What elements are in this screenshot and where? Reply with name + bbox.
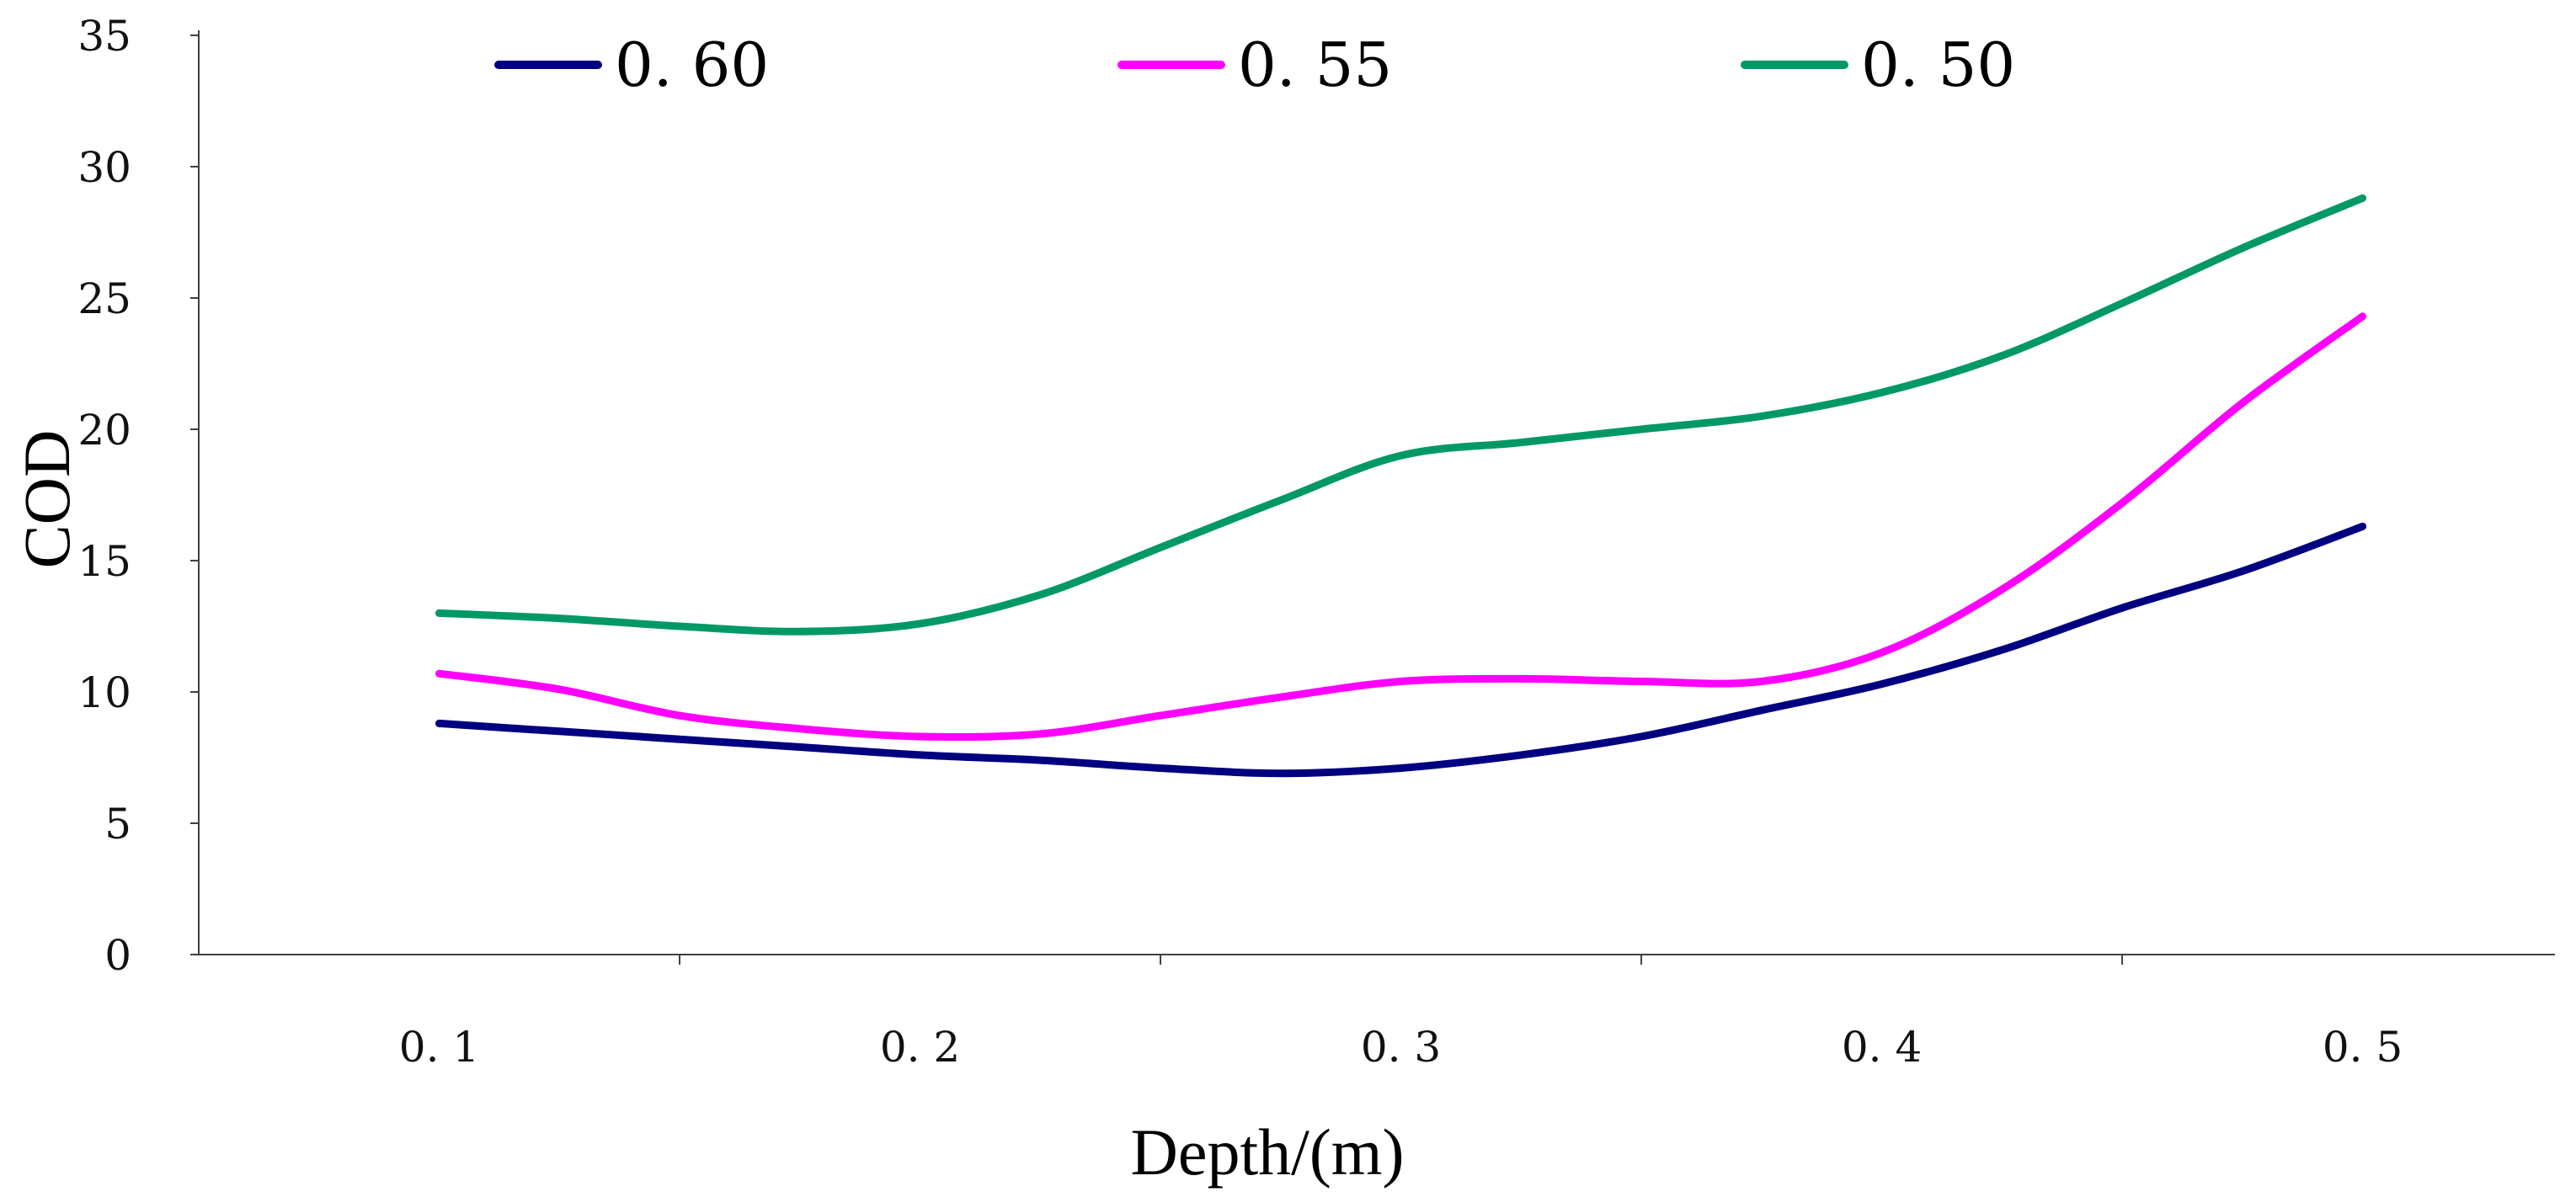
y-tick-label: 25 xyxy=(77,274,131,323)
y-tick-label: 35 xyxy=(77,12,131,61)
series-line-2 xyxy=(435,194,2367,636)
series-line-1 xyxy=(435,312,2367,742)
y-tick-label: 15 xyxy=(77,537,131,586)
y-tick-label: 30 xyxy=(77,143,131,192)
x-tick-label: 0. 4 xyxy=(1842,1023,1922,1072)
x-tick-label: 0. 1 xyxy=(399,1023,479,1072)
legend: 0. 60 0. 55 0. 50 xyxy=(494,29,2015,100)
y-tick-label: 0 xyxy=(104,931,131,980)
legend-label: 0. 55 xyxy=(1238,29,1392,100)
x-tick-label: 0. 2 xyxy=(880,1023,960,1072)
axes: 0 5 10 15 20 25 30 35 0. 1 0. 2 0. 3 0. 4 0. 5 xyxy=(77,12,2555,1072)
y-tick-label: 20 xyxy=(77,406,131,455)
y-axis-title: COD xyxy=(10,430,83,569)
legend-label: 0. 60 xyxy=(615,29,769,100)
x-tick-label: 0. 5 xyxy=(2323,1023,2403,1072)
legend-label: 0. 50 xyxy=(1861,29,2015,100)
y-tick-label: 10 xyxy=(77,668,131,717)
y-tick-label: 5 xyxy=(104,800,131,849)
x-axis-title: Depth/(m) xyxy=(1131,1115,1405,1189)
x-tick-label: 0. 3 xyxy=(1361,1023,1441,1072)
series-line-0 xyxy=(435,522,2367,778)
series-layer xyxy=(435,194,2367,778)
